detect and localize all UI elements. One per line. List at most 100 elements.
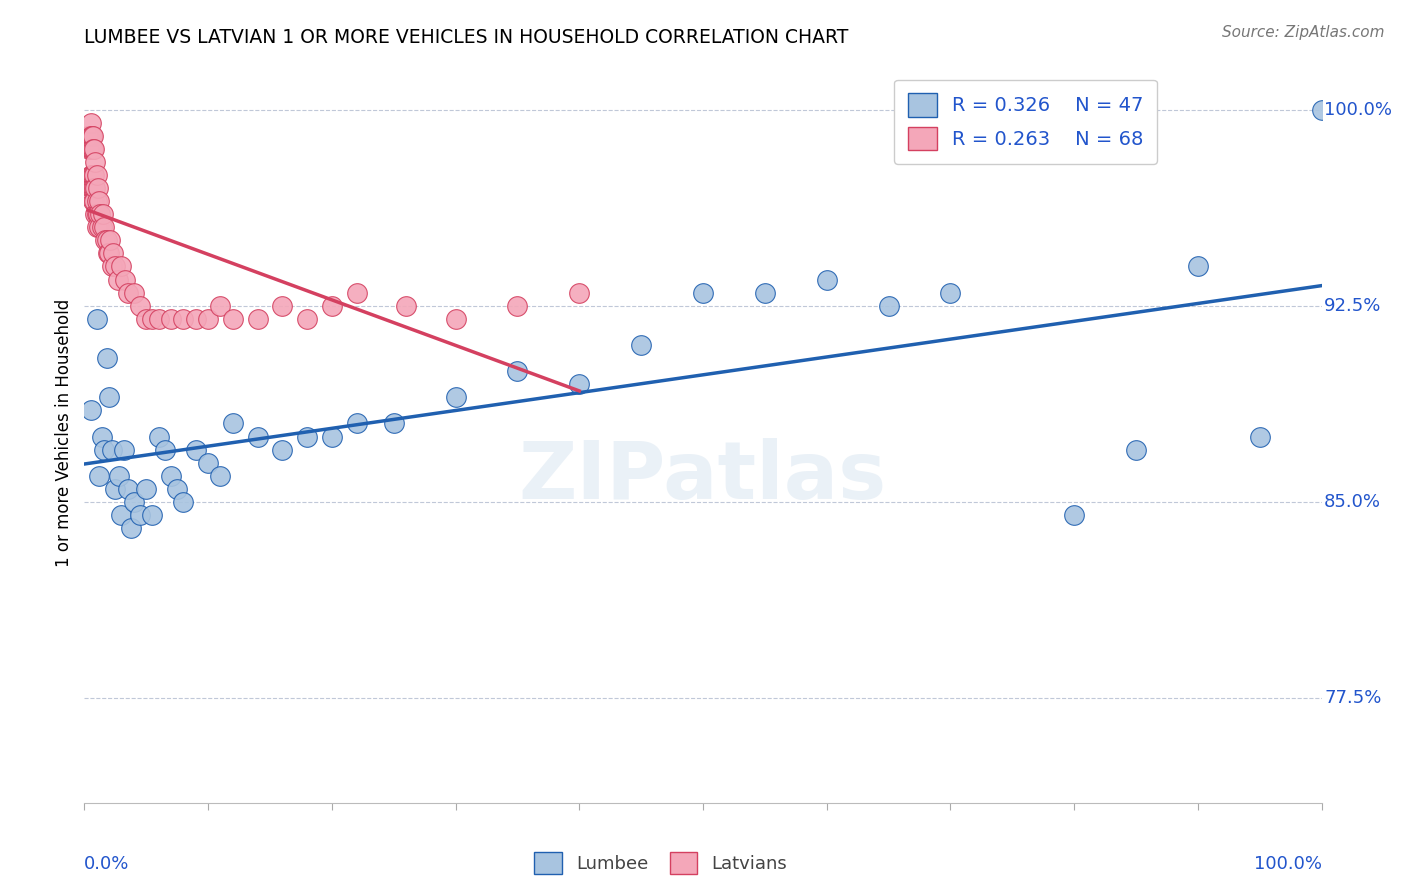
Point	[197, 456, 219, 470]
Point	[160, 468, 183, 483]
Point	[129, 508, 152, 522]
Point	[117, 482, 139, 496]
Point	[89, 207, 111, 221]
Point	[222, 417, 245, 431]
Point	[83, 181, 105, 195]
Point	[79, 403, 101, 417]
Point	[135, 311, 157, 326]
Point	[96, 351, 118, 365]
Point	[395, 299, 418, 313]
Point	[815, 272, 838, 286]
Point	[148, 429, 170, 443]
Point	[90, 220, 112, 235]
Point	[114, 272, 136, 286]
Point	[96, 233, 118, 247]
Point	[141, 311, 163, 326]
Point	[82, 142, 104, 156]
Point	[209, 299, 232, 313]
Point	[166, 482, 188, 496]
Point	[1125, 442, 1147, 457]
Point	[209, 468, 232, 483]
Point	[321, 299, 343, 313]
Point	[112, 442, 135, 457]
Point	[80, 142, 103, 156]
Point	[89, 220, 111, 235]
Point	[93, 220, 115, 235]
Text: LUMBEE VS LATVIAN 1 OR MORE VEHICLES IN HOUSEHOLD CORRELATION CHART: LUMBEE VS LATVIAN 1 OR MORE VEHICLES IN …	[84, 28, 849, 47]
Point	[93, 442, 115, 457]
Point	[87, 181, 110, 195]
Legend: Lumbee, Latvians: Lumbee, Latvians	[527, 845, 794, 881]
Point	[246, 311, 269, 326]
Point	[79, 128, 101, 143]
Point	[86, 207, 108, 221]
Point	[444, 311, 467, 326]
Point	[117, 285, 139, 300]
Point	[80, 128, 103, 143]
Point	[172, 495, 194, 509]
Point	[135, 482, 157, 496]
Point	[89, 194, 111, 208]
Point	[172, 311, 194, 326]
Point	[87, 207, 110, 221]
Point	[184, 311, 207, 326]
Text: 77.5%: 77.5%	[1324, 690, 1382, 707]
Point	[148, 311, 170, 326]
Point	[295, 311, 318, 326]
Point	[346, 417, 368, 431]
Point	[79, 142, 101, 156]
Point	[122, 285, 145, 300]
Point	[692, 285, 714, 300]
Legend: R = 0.326    N = 47, R = 0.263    N = 68: R = 0.326 N = 47, R = 0.263 N = 68	[894, 79, 1157, 164]
Point	[153, 442, 176, 457]
Point	[271, 442, 294, 457]
Point	[89, 468, 111, 483]
Text: Source: ZipAtlas.com: Source: ZipAtlas.com	[1222, 25, 1385, 40]
Point	[160, 311, 183, 326]
Point	[271, 299, 294, 313]
Point	[100, 442, 122, 457]
Point	[568, 285, 591, 300]
Point	[83, 142, 105, 156]
Point	[1187, 260, 1209, 274]
Point	[97, 246, 120, 260]
Point	[80, 181, 103, 195]
Point	[107, 272, 129, 286]
Text: 85.0%: 85.0%	[1324, 493, 1381, 511]
Point	[79, 142, 101, 156]
Point	[84, 181, 107, 195]
Point	[98, 390, 121, 404]
Point	[86, 311, 108, 326]
Point	[444, 390, 467, 404]
Point	[754, 285, 776, 300]
Point	[382, 417, 405, 431]
Point	[295, 429, 318, 443]
Point	[877, 299, 900, 313]
Point	[104, 482, 127, 496]
Point	[101, 246, 124, 260]
Point	[110, 260, 132, 274]
Point	[82, 168, 104, 182]
Point	[246, 429, 269, 443]
Point	[120, 521, 142, 535]
Point	[197, 311, 219, 326]
Point	[141, 508, 163, 522]
Point	[79, 181, 101, 195]
Point	[104, 260, 127, 274]
Point	[100, 260, 122, 274]
Point	[98, 246, 121, 260]
Point	[79, 128, 101, 143]
Point	[98, 233, 121, 247]
Point	[568, 377, 591, 392]
Point	[80, 168, 103, 182]
Point	[110, 508, 132, 522]
Point	[82, 181, 104, 195]
Point	[321, 429, 343, 443]
Point	[84, 154, 107, 169]
Point	[1310, 103, 1333, 117]
Point	[77, 128, 100, 143]
Point	[86, 168, 108, 182]
Point	[94, 233, 117, 247]
Text: 100.0%: 100.0%	[1324, 101, 1392, 119]
Point	[1063, 508, 1085, 522]
